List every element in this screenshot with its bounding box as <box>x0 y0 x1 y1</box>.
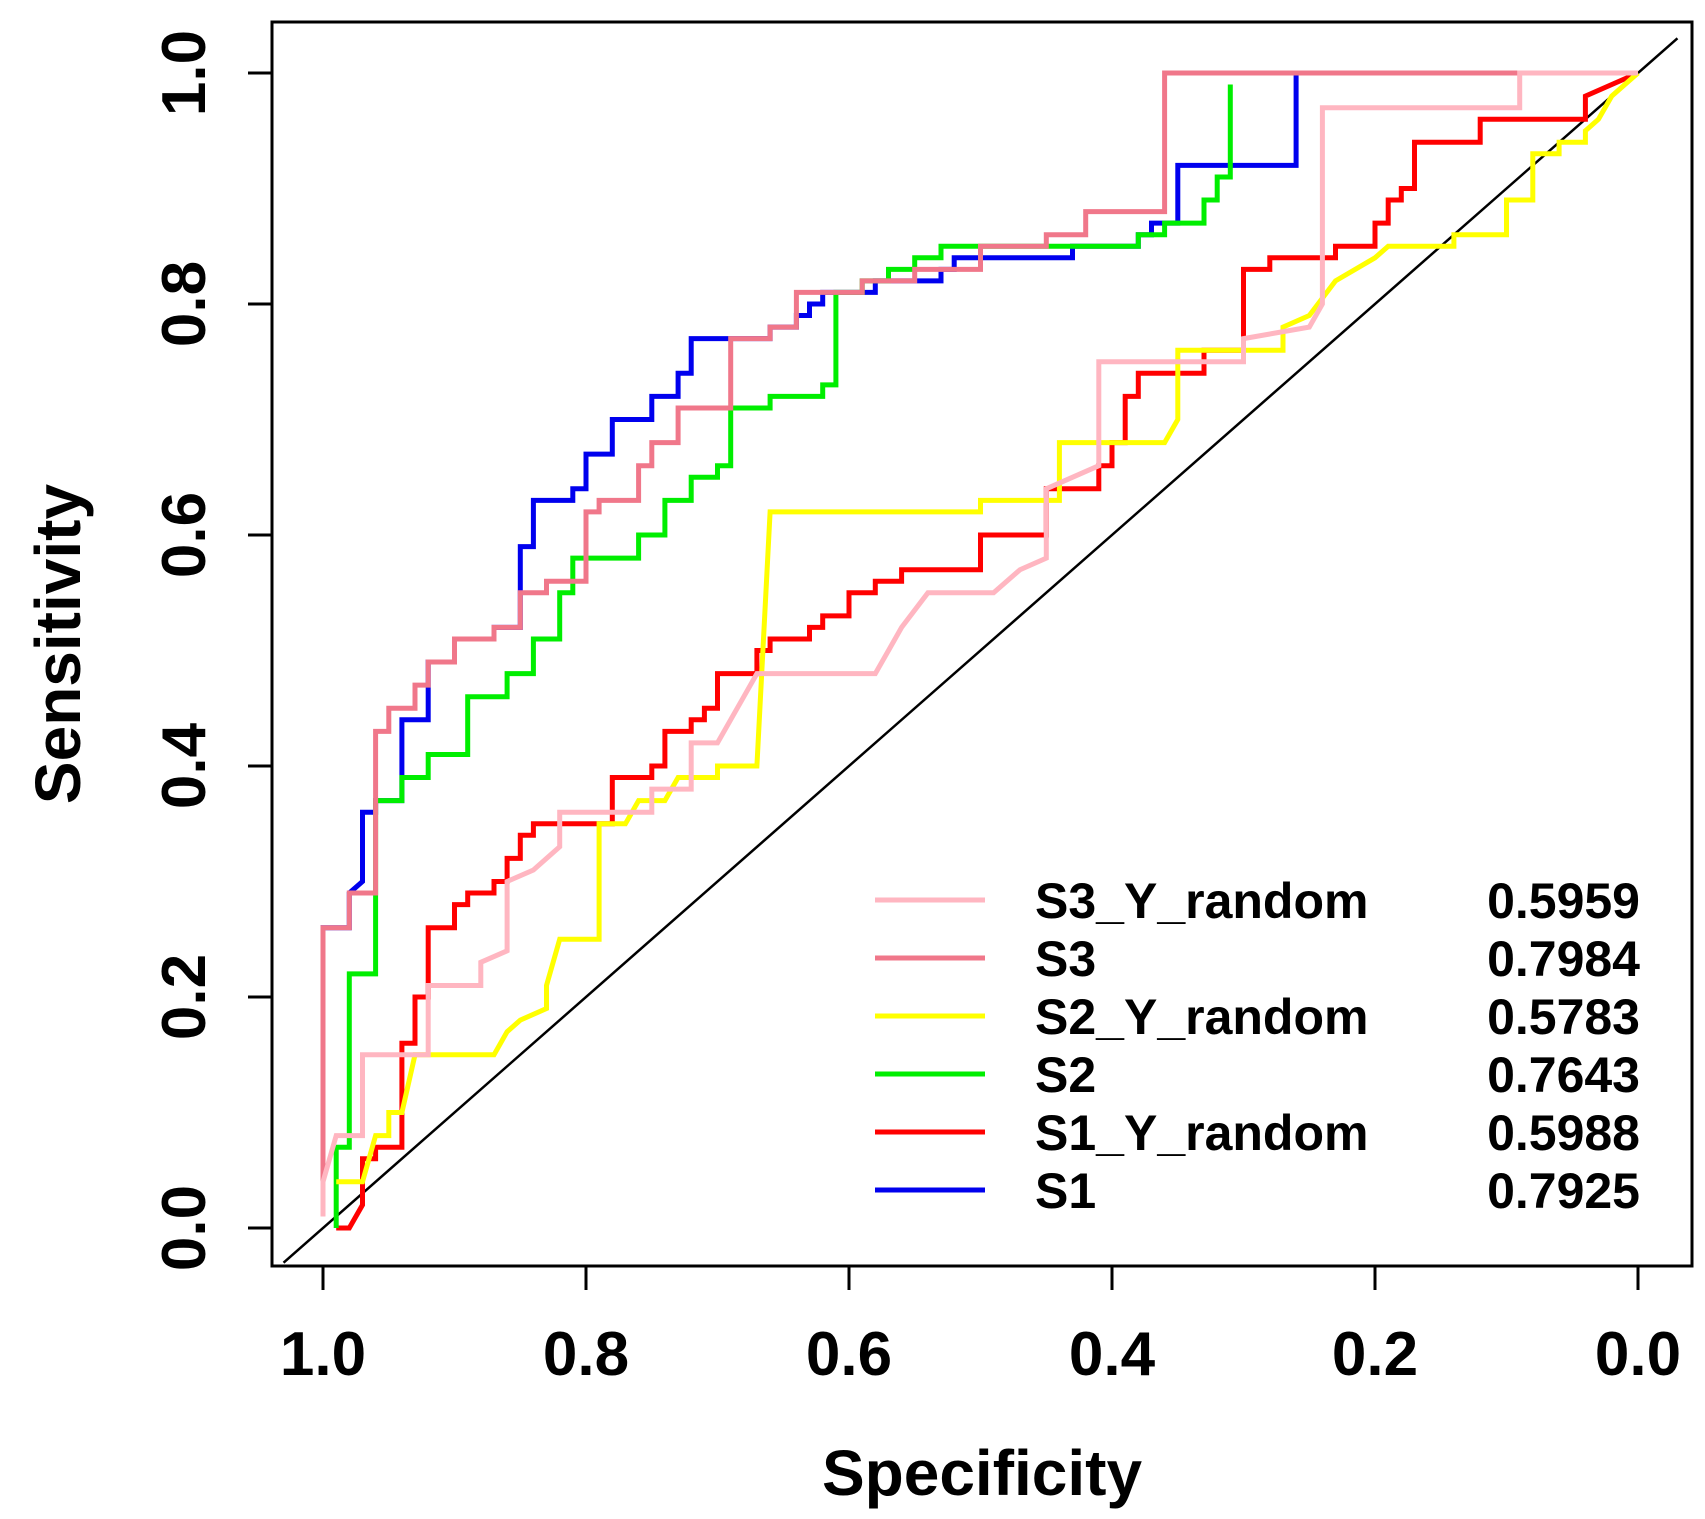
roc-line-s3 <box>320 70 1638 1182</box>
legend-auc-s1: 0.7925 <box>1487 1163 1640 1219</box>
x-tick-label: 0.4 <box>1069 1320 1156 1389</box>
y-tick-label: 0.4 <box>150 722 219 809</box>
x-tick-label: 1.0 <box>280 1320 366 1389</box>
roc-line-s2 <box>333 84 1233 1228</box>
roc-line-s1-y-random <box>336 70 1640 1231</box>
y-tick-label: 0.8 <box>150 261 219 347</box>
x-tick-label: 0.0 <box>1595 1320 1681 1389</box>
roc-line-s2-y-random <box>336 71 1640 1185</box>
x-tick-label: 0.6 <box>806 1320 892 1389</box>
legend-label-s2: S2 <box>1035 1047 1096 1103</box>
legend-auc-s3-y-random: 0.5959 <box>1487 873 1640 929</box>
legend-label-s1-y-random: S1_Y_random <box>1035 1105 1368 1161</box>
legend-label-s3: S3 <box>1035 931 1096 987</box>
x-tick-label: 0.8 <box>543 1320 629 1389</box>
legend-label-s2-y-random: S2_Y_random <box>1035 989 1368 1045</box>
legend: S3_Y_random 0.5959 S3 0.7984 S2_Y_random 0.57… <box>875 873 1640 1219</box>
legend-label-s3-y-random: S3_Y_random <box>1035 873 1368 929</box>
x-axis-label: Specificity <box>822 1437 1143 1509</box>
series-layer <box>320 70 1640 1231</box>
roc-line-s1 <box>320 70 1638 1182</box>
chance-diagonal-line <box>282 37 1679 1264</box>
legend-auc-s1-y-random: 0.5988 <box>1487 1105 1640 1161</box>
x-axis: 1.0 0.8 0.6 0.4 0.2 0.0 <box>280 1264 1681 1389</box>
plot-frame <box>270 20 1694 1268</box>
legend-auc-s3: 0.7984 <box>1487 931 1640 987</box>
y-axis: 0.0 0.2 0.4 0.6 0.8 1.0 <box>150 30 274 1271</box>
roc-line-s3-y-random <box>320 70 1638 1217</box>
y-tick-label: 1.0 <box>150 30 219 116</box>
legend-auc-s2-y-random: 0.5783 <box>1487 989 1640 1045</box>
reference-line-layer <box>282 37 1679 1264</box>
y-axis-label: Sensitivity <box>22 484 94 805</box>
y-tick-label: 0.0 <box>150 1185 219 1271</box>
x-tick-label: 0.2 <box>1332 1320 1418 1389</box>
y-tick-label: 0.6 <box>150 492 219 578</box>
legend-label-s1: S1 <box>1035 1163 1096 1219</box>
legend-auc-s2: 0.7643 <box>1487 1047 1640 1103</box>
y-tick-label: 0.2 <box>150 954 219 1040</box>
